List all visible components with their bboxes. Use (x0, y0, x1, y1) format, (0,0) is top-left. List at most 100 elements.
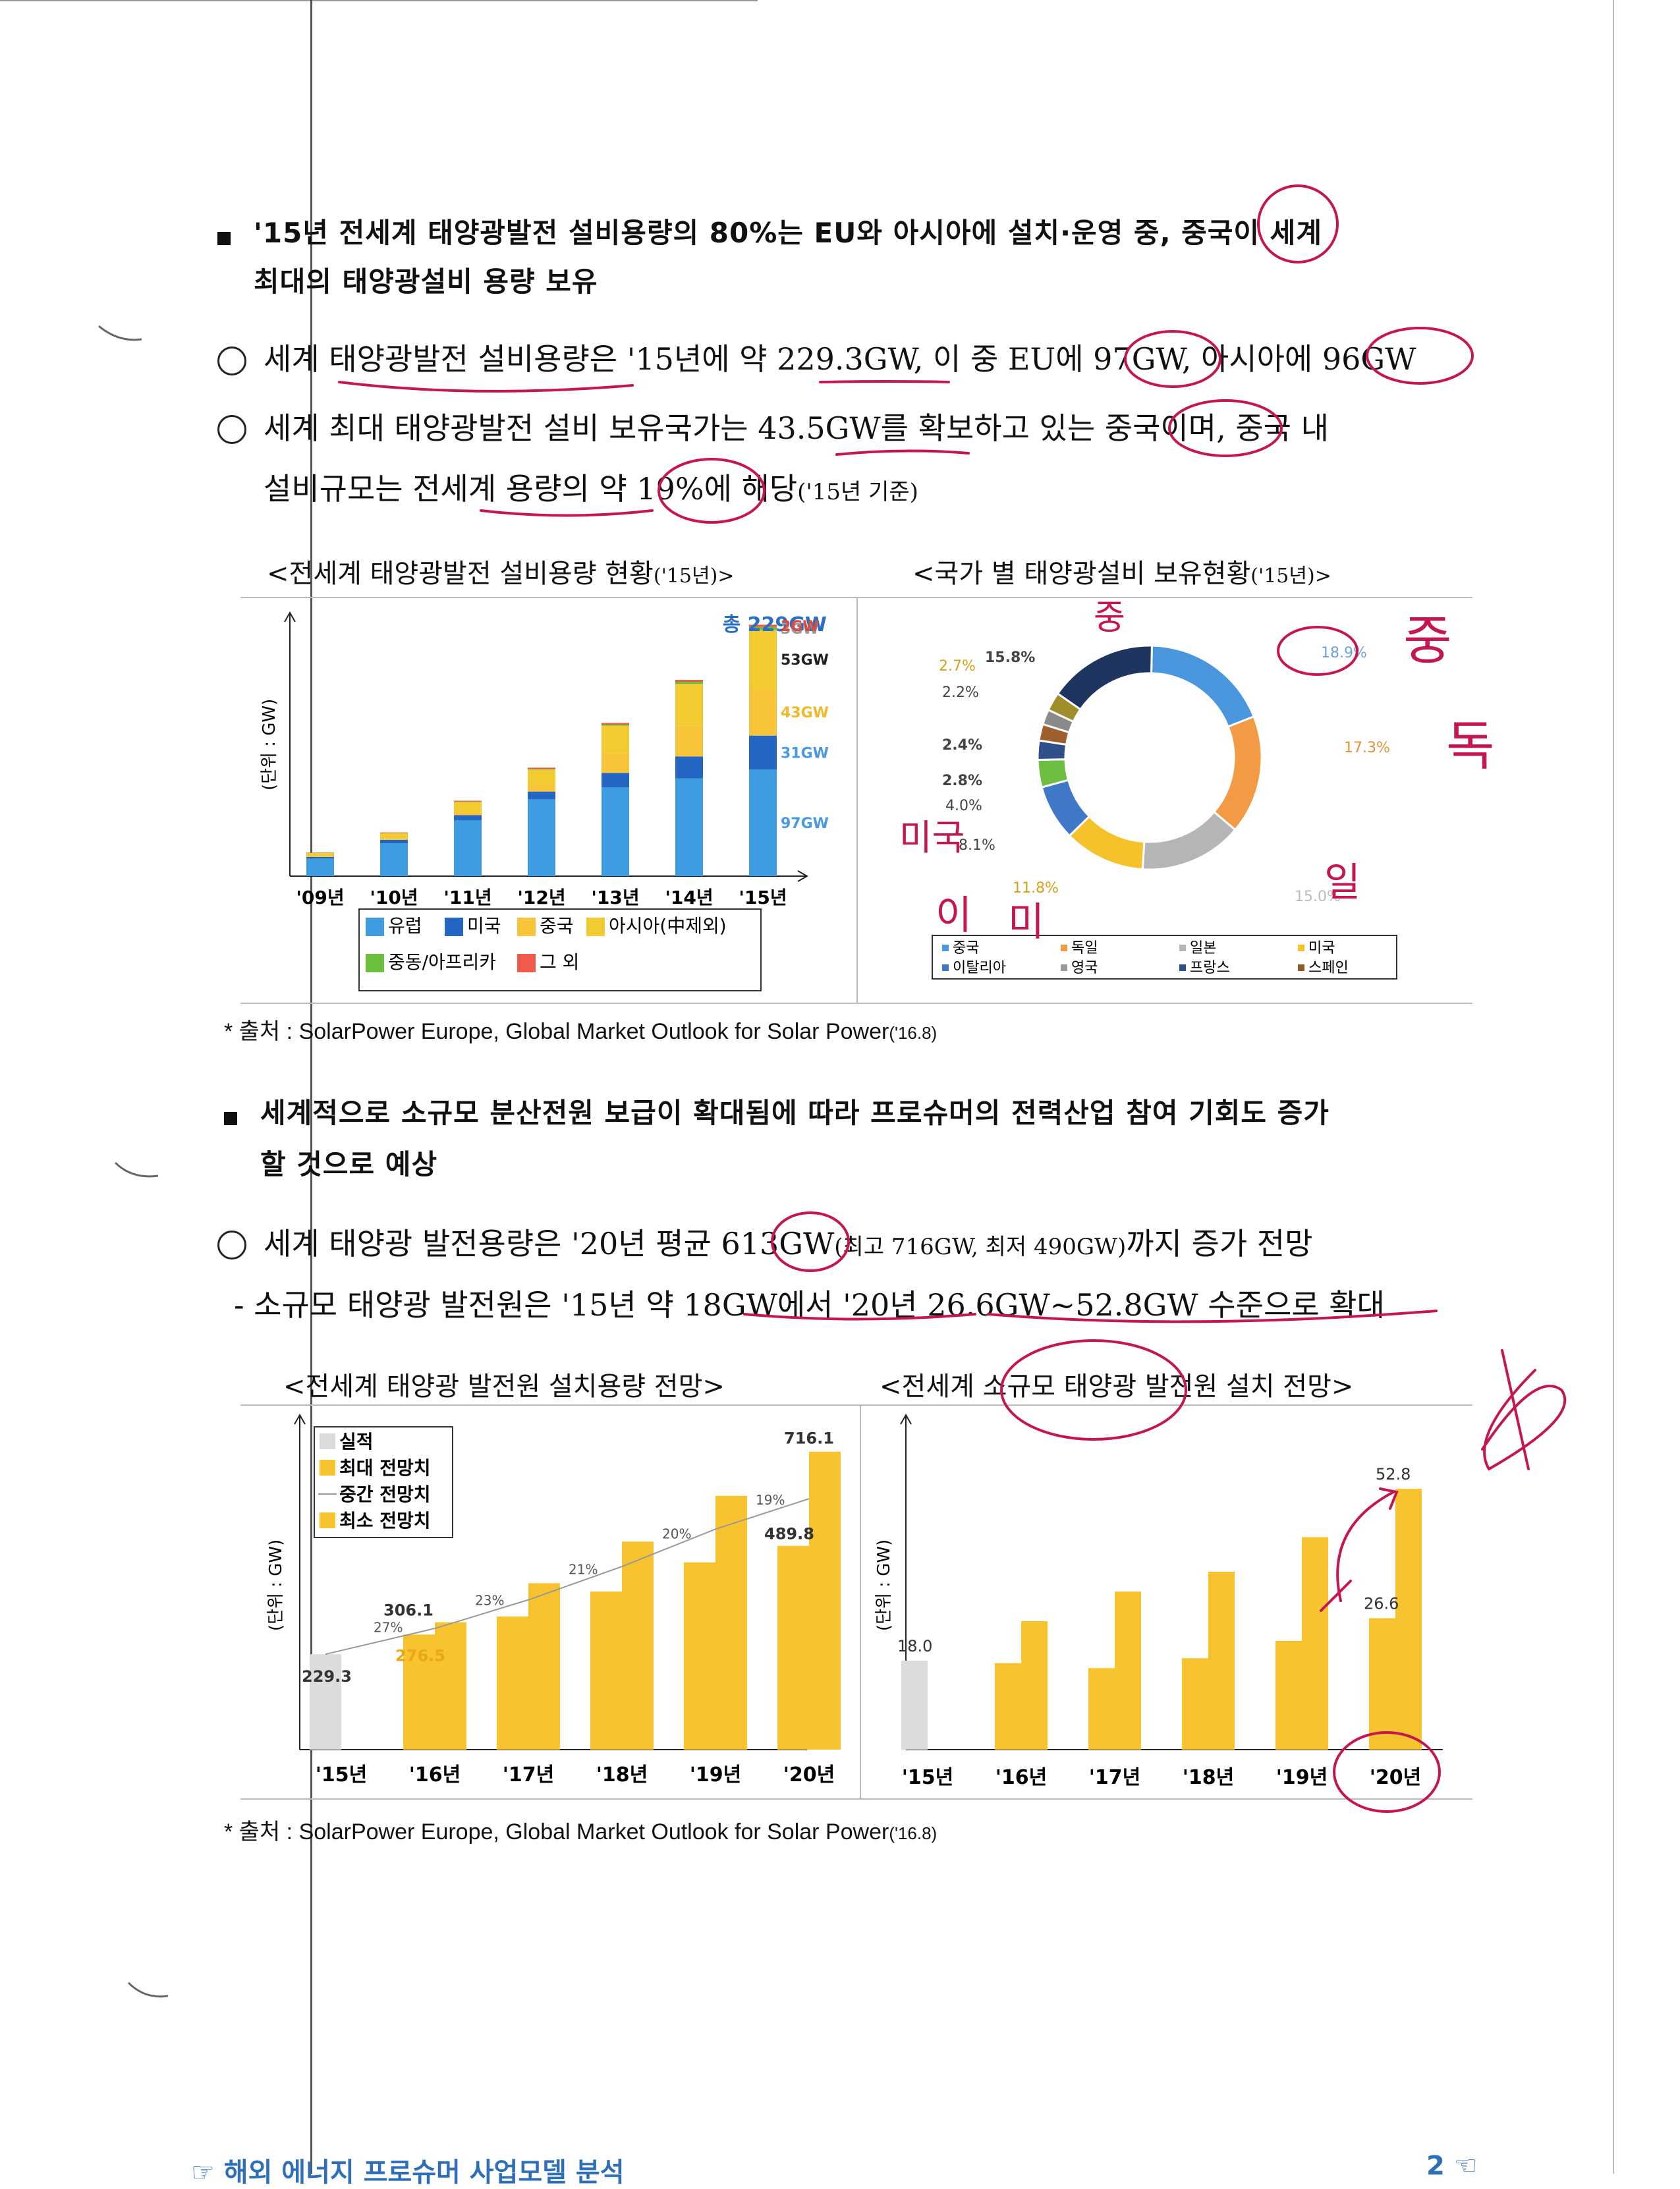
page-right-edge (1613, 0, 1614, 2174)
section1-headline-line1: '15년 전세계 태양광발전 설비용량의 80%는 EU와 아시아에 설치·운영… (254, 209, 1322, 257)
chart3-title: <전세계 태양광 발전원 설치용량 전망> (283, 1365, 725, 1403)
bar-segment (454, 816, 482, 821)
bar-max (809, 1452, 841, 1750)
bar-segment (454, 812, 482, 816)
ink-star-doodle (1482, 1350, 1565, 1469)
headline-bullet (217, 232, 231, 245)
scan-vertical-line (310, 0, 312, 2174)
legend-label: 이탈리아 (953, 960, 1006, 976)
section1-bullet2-line2: 설비규모는 전세계 용량의 약 19%에 해당('15년 기준) (264, 469, 918, 512)
bar-max (715, 1496, 747, 1750)
bar-max (435, 1622, 466, 1750)
legend-label: 유럽 (388, 915, 422, 937)
x-tick-label: '20년 (1370, 1766, 1422, 1789)
section2-headline-line2: 할 것으로 예상 (260, 1141, 437, 1188)
bar-max (1395, 1489, 1422, 1750)
chart-frame-divider (860, 1404, 861, 1798)
x-tick-label: '18년 (596, 1763, 648, 1787)
bar-max (528, 1583, 560, 1750)
x-tick-label: '15년 (316, 1763, 368, 1787)
y-axis-label: (단위 : GW) (874, 1539, 894, 1631)
bullet-circle (217, 1231, 246, 1260)
legend-swatch (586, 918, 605, 936)
bar-segment (306, 852, 334, 853)
bar-actual (901, 1661, 928, 1750)
y-axis-label: (단위 : GW) (266, 1539, 286, 1631)
bullet-circle (217, 415, 246, 444)
value-label: 18.0 (897, 1637, 932, 1655)
section1-bullet1: 세계 태양광발전 설비용량은 '15년에 약 229.3GW, 이 중 EU에 … (264, 339, 1416, 379)
legend-swatch (320, 1433, 335, 1449)
chart-frame-bottom (240, 1003, 1472, 1004)
bar-segment (602, 773, 629, 787)
chart-frame-bottom (240, 1798, 1472, 1800)
slice-label: 2.8% (942, 773, 982, 789)
donut-slice (1152, 646, 1254, 727)
legend-label: 아시아(中제외) (609, 915, 727, 937)
bullet-circle (217, 346, 246, 375)
bar-min (1275, 1641, 1302, 1750)
chart2-donut: 18.9%17.3%15.0%11.8%8.1%4.0%2.8%2.4%2.2%… (860, 599, 1472, 1001)
segment-label: 2GW (781, 619, 819, 635)
scan-mark (128, 1983, 168, 1997)
bar-max (1302, 1538, 1328, 1750)
bar-max (1208, 1572, 1235, 1750)
section1-bullet2-line1: 세계 최대 태양광발전 설비 보유국가는 43.5GW를 확보하고 있는 중국이… (264, 408, 1329, 448)
bar-min (1088, 1668, 1115, 1750)
bar-segment (380, 833, 408, 834)
bar-min (497, 1617, 528, 1750)
bar-segment (306, 853, 334, 856)
bar-segment (380, 839, 408, 840)
legend-swatch (517, 918, 536, 936)
section2-source: * 출처 : SolarPower Europe, Global Market … (224, 1814, 937, 1846)
legend-label: 일본 (1190, 940, 1216, 956)
legend-label: 미국 (1308, 940, 1335, 956)
chart4-title: <전세계 소규모 태양광 발전원 설치 전망> (880, 1365, 1353, 1403)
ink-underline (837, 451, 968, 455)
bar-max (1021, 1621, 1048, 1750)
donut-slice (1057, 646, 1152, 709)
bar-segment (675, 682, 703, 684)
bar-segment (306, 858, 334, 876)
x-tick-label: '17년 (1089, 1766, 1141, 1789)
segment-label: 53GW (781, 652, 829, 669)
bar-segment (675, 680, 703, 682)
x-tick-label: '16년 (995, 1766, 1048, 1789)
bar-max (622, 1541, 654, 1750)
legend-swatch (1061, 964, 1067, 971)
bar-segment (380, 840, 408, 843)
value-label: 489.8 (764, 1525, 814, 1543)
section2-dash1: - 소규모 태양광 발전원은 '15년 약 18GW에서 '20년 26.6GW… (234, 1281, 1385, 1325)
x-tick-label: '20년 (783, 1763, 835, 1787)
slice-label: 15.8% (985, 650, 1035, 666)
legend-label: 실적 (339, 1431, 374, 1453)
bar-segment (602, 725, 629, 726)
chart4-bar-small-scale: (단위 : GW)'15년'16년'17년'18년'19년'20년18.026.… (863, 1407, 1472, 1797)
bar-segment (306, 857, 334, 859)
slice-label: 2.4% (942, 737, 982, 754)
bar-segment (454, 820, 482, 876)
top-edge-line (0, 0, 758, 1)
bar-segment (602, 787, 629, 876)
legend-swatch (1298, 964, 1304, 971)
bar-segment (602, 753, 629, 773)
legend-swatch (320, 1460, 335, 1476)
bar-segment (454, 801, 482, 802)
bar-segment (749, 630, 777, 688)
legend-label: 스페인 (1308, 960, 1349, 976)
segment-label: 31GW (781, 746, 829, 762)
donut-slice (1214, 717, 1262, 830)
x-tick-label: '12년 (517, 887, 565, 908)
value-label: 26.6 (1364, 1595, 1399, 1613)
legend-label: 중동/아프리카 (388, 951, 496, 973)
section2-bullet1: 세계 태양광 발전용량은 '20년 평균 613GW(최고 716GW, 최저 … (264, 1224, 1312, 1267)
growth-label: 23% (475, 1592, 504, 1608)
donut-slice (1142, 812, 1235, 870)
segment-label: 97GW (781, 816, 829, 832)
bar-segment (675, 756, 703, 778)
bar-segment (602, 726, 629, 754)
ink-underline (820, 381, 949, 382)
growth-label: 20% (662, 1526, 691, 1542)
bar-segment (528, 784, 555, 792)
